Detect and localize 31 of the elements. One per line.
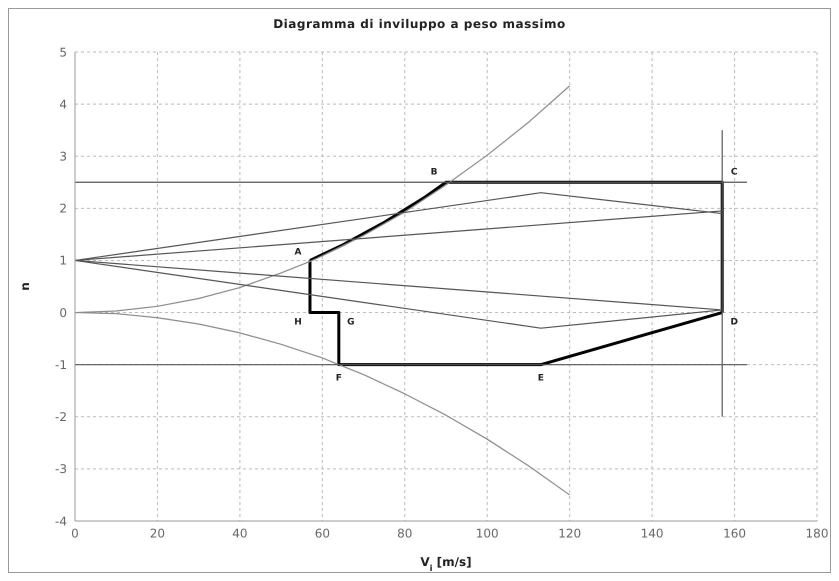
y-tick-label: 0 (59, 306, 67, 320)
x-tick-label: 100 (476, 526, 499, 541)
x-tick-label: 0 (71, 526, 79, 541)
x-tick-label: 120 (558, 526, 582, 541)
x-tick-label: 20 (150, 526, 166, 541)
y-tick-label: 1 (59, 254, 67, 268)
x-tick-label: 80 (397, 526, 412, 541)
y-axis-title: n (18, 282, 32, 291)
annotation: D (730, 318, 738, 328)
x-tick-label: 40 (232, 526, 248, 541)
annotation: B (430, 167, 438, 178)
x-axis-title: V$_{i}$ [m/s] (420, 555, 472, 573)
y-tick-label: -1 (55, 358, 67, 372)
annotation: H (294, 318, 302, 328)
y-tick-label: -4 (55, 514, 67, 528)
annotation: C (730, 167, 738, 178)
chart-title: Diagramma di inviluppo a peso massimo (272, 17, 567, 31)
y-tick-label: 2 (59, 202, 67, 216)
y-tick-label: -3 (55, 462, 67, 476)
x-tick-label: 180 (806, 526, 828, 541)
annotation: E (538, 374, 544, 384)
x-tick-label: 140 (640, 526, 664, 541)
annotation: A (294, 247, 302, 258)
x-tick-label: 60 (314, 526, 330, 541)
annotation: F (336, 374, 342, 384)
x-tick-label: 160 (723, 526, 746, 541)
y-tick-label: -2 (55, 410, 67, 424)
y-tick-label: 4 (59, 97, 67, 112)
annotation: G (347, 318, 355, 328)
y-tick-label: 3 (59, 149, 67, 164)
y-tick-label: 5 (59, 45, 67, 60)
